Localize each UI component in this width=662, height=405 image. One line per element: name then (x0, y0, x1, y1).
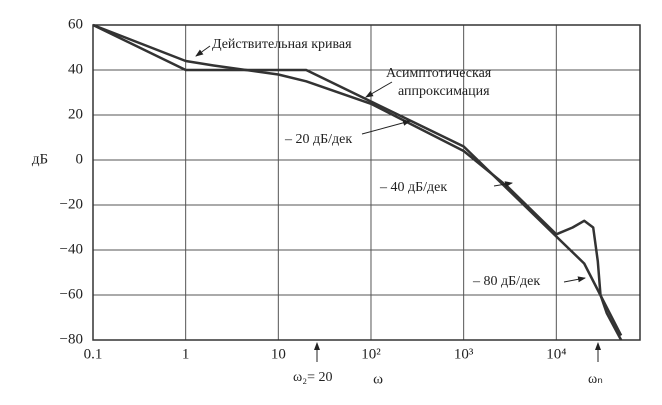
x-tick-label: 0.1 (84, 346, 103, 362)
y-tick-label: 20 (68, 106, 83, 122)
y-axis-label: дБ (32, 151, 48, 167)
annotation-arrow (493, 181, 513, 188)
y-tick-label: −20 (60, 196, 83, 212)
annotation: – 40 дБ/дек (379, 180, 447, 195)
annotation-arrow (563, 276, 586, 283)
y-tick-label: 40 (68, 61, 83, 77)
annotation: Действительная кривая (212, 37, 352, 52)
x-tick-label: 10³ (454, 346, 474, 362)
x-tick-label: 10 (271, 346, 286, 362)
y-tick-label: −60 (60, 286, 83, 302)
annotation-arrow (361, 119, 411, 135)
data-line (92, 23, 623, 337)
y-tick-label: 0 (76, 151, 84, 167)
x-axis-label: ω (373, 371, 383, 387)
annotation-arrow (195, 45, 211, 57)
annotation: – 80 дБ/дек (472, 274, 540, 289)
y-tick-label: 60 (68, 16, 83, 32)
x-tick-label: 10⁴ (546, 346, 566, 362)
annotation: ωₙ (588, 372, 603, 387)
annotation: Асимптотическая (386, 66, 492, 81)
y-tick-label: −40 (60, 241, 83, 257)
annotation: аппроксимация (398, 84, 490, 99)
annotation: – 20 дБ/дек (284, 132, 352, 147)
plot-frame (92, 24, 641, 341)
annotation: ω₂= 20 (293, 370, 333, 385)
x-tick-label: 1 (182, 346, 190, 362)
annotation-arrow (365, 81, 393, 98)
x-tick-label: 10² (361, 346, 381, 362)
y-tick-label: −80 (60, 331, 83, 347)
data-line (92, 23, 623, 341)
